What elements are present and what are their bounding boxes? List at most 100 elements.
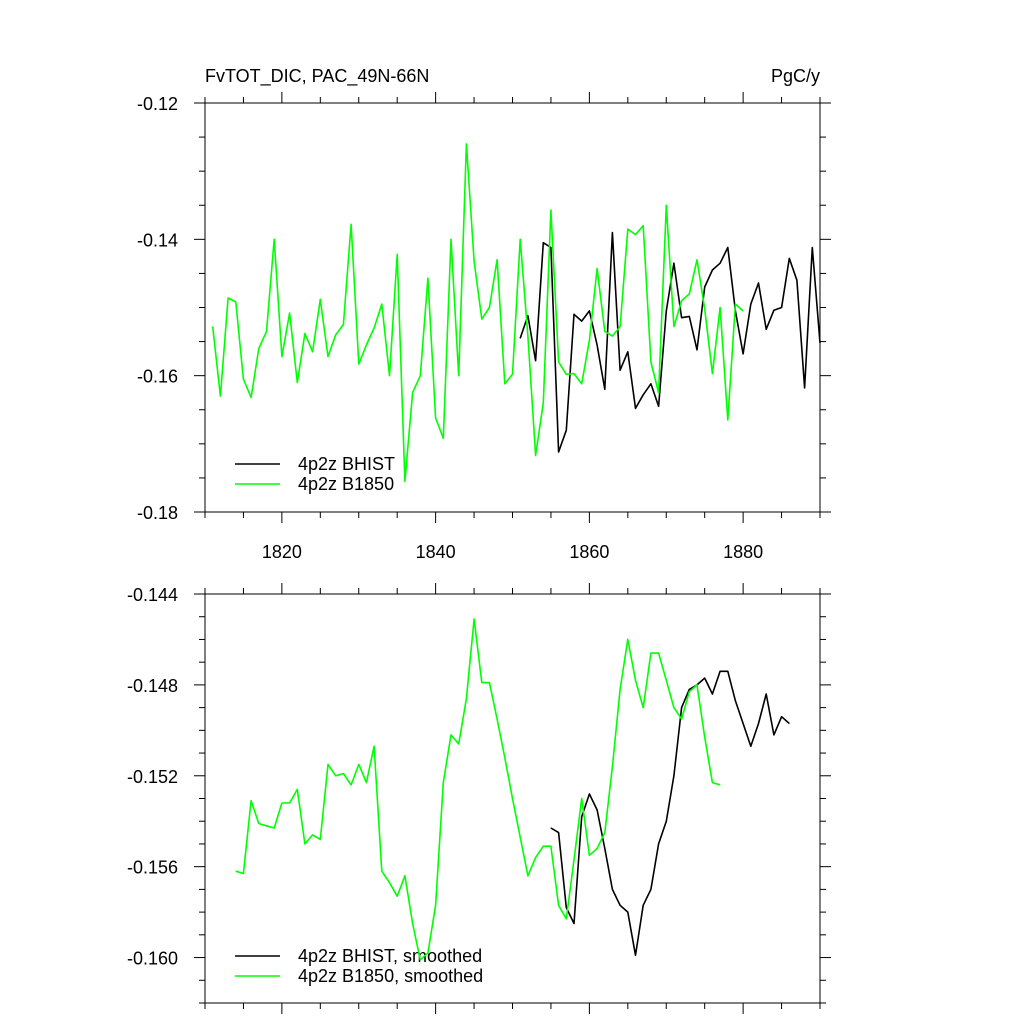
x-tick-label: 1860 xyxy=(569,542,609,562)
data-point xyxy=(589,854,590,856)
data-point xyxy=(304,333,306,334)
data-point xyxy=(589,310,590,312)
data-point xyxy=(473,618,475,620)
data-point xyxy=(573,923,575,924)
data-point xyxy=(496,259,498,261)
data-point xyxy=(727,247,729,248)
data-point xyxy=(681,300,682,302)
data-point xyxy=(550,247,552,248)
data-point xyxy=(735,700,736,702)
legend-label: 4p2z B1850, smoothed xyxy=(298,966,483,986)
data-point xyxy=(619,689,621,690)
data-point xyxy=(366,344,367,346)
data-point xyxy=(619,369,621,371)
data-point xyxy=(373,745,375,747)
data-point xyxy=(612,335,613,337)
data-point xyxy=(673,775,675,777)
data-point xyxy=(688,316,690,317)
data-point xyxy=(658,392,659,394)
y-tick-label: -0.148 xyxy=(127,676,178,696)
data-point xyxy=(419,375,421,377)
data-point xyxy=(335,775,337,777)
data-point xyxy=(473,260,475,262)
legend-label: 4p2z B1850 xyxy=(298,474,394,494)
data-point xyxy=(665,820,667,822)
data-point xyxy=(642,707,644,708)
data-point xyxy=(304,843,306,845)
data-point xyxy=(596,268,598,269)
data-point xyxy=(719,262,721,264)
data-point xyxy=(712,269,713,271)
data-point xyxy=(412,923,413,924)
data-point xyxy=(635,234,636,236)
data-point xyxy=(596,344,598,346)
data-point xyxy=(719,670,721,672)
y-tick-label: -0.16 xyxy=(137,367,178,387)
data-point xyxy=(565,373,567,375)
data-point xyxy=(581,383,583,385)
data-point xyxy=(635,679,636,681)
data-point xyxy=(442,438,444,439)
data-point xyxy=(343,773,344,774)
units-label: PgC/y xyxy=(771,66,820,86)
data-point xyxy=(681,317,682,319)
data-point xyxy=(750,303,752,305)
data-point xyxy=(719,784,721,786)
data-point xyxy=(519,238,521,240)
y-tick-label: -0.18 xyxy=(137,503,178,523)
data-point xyxy=(665,310,667,312)
data-point xyxy=(319,839,321,840)
data-point xyxy=(565,907,567,908)
data-point xyxy=(735,303,736,305)
data-point xyxy=(527,335,529,337)
data-point xyxy=(519,836,521,838)
data-point xyxy=(435,417,436,419)
data-point xyxy=(227,297,229,299)
data-point xyxy=(258,348,260,349)
data-point xyxy=(573,373,575,374)
data-point xyxy=(389,375,390,377)
data-point xyxy=(558,361,559,363)
data-point xyxy=(635,408,636,409)
x-tick-label: 1820 xyxy=(262,542,302,562)
data-point xyxy=(381,303,383,305)
data-point xyxy=(589,793,590,795)
data-point xyxy=(250,397,252,398)
data-point xyxy=(788,258,790,259)
data-point xyxy=(665,679,667,681)
data-point xyxy=(704,677,706,679)
data-point xyxy=(550,209,552,211)
data-point xyxy=(481,318,483,320)
data-point xyxy=(581,816,583,818)
data-point xyxy=(704,736,706,738)
data-point xyxy=(527,875,529,877)
data-point xyxy=(535,455,536,456)
data-point xyxy=(466,143,467,145)
data-point xyxy=(296,789,298,790)
series-line xyxy=(211,143,744,483)
data-point xyxy=(458,375,460,377)
data-point xyxy=(658,843,659,845)
data-point xyxy=(535,857,536,858)
data-point xyxy=(581,320,583,322)
data-point xyxy=(596,809,598,811)
data-point xyxy=(673,707,675,708)
data-point xyxy=(642,394,644,396)
data-point xyxy=(758,282,759,284)
data-point xyxy=(727,419,729,421)
data-point xyxy=(450,238,452,240)
data-point xyxy=(719,307,721,308)
data-point xyxy=(688,691,690,693)
data-point xyxy=(727,670,729,672)
data-point xyxy=(419,959,421,961)
data-point xyxy=(427,277,429,279)
data-point xyxy=(712,373,713,374)
data-point xyxy=(489,682,490,683)
data-point xyxy=(781,716,782,718)
data-point xyxy=(235,870,237,872)
data-point xyxy=(765,693,767,695)
data-point xyxy=(489,307,490,308)
data-point xyxy=(650,361,652,363)
data-point xyxy=(266,331,267,332)
y-tick-label: -0.156 xyxy=(127,858,178,878)
